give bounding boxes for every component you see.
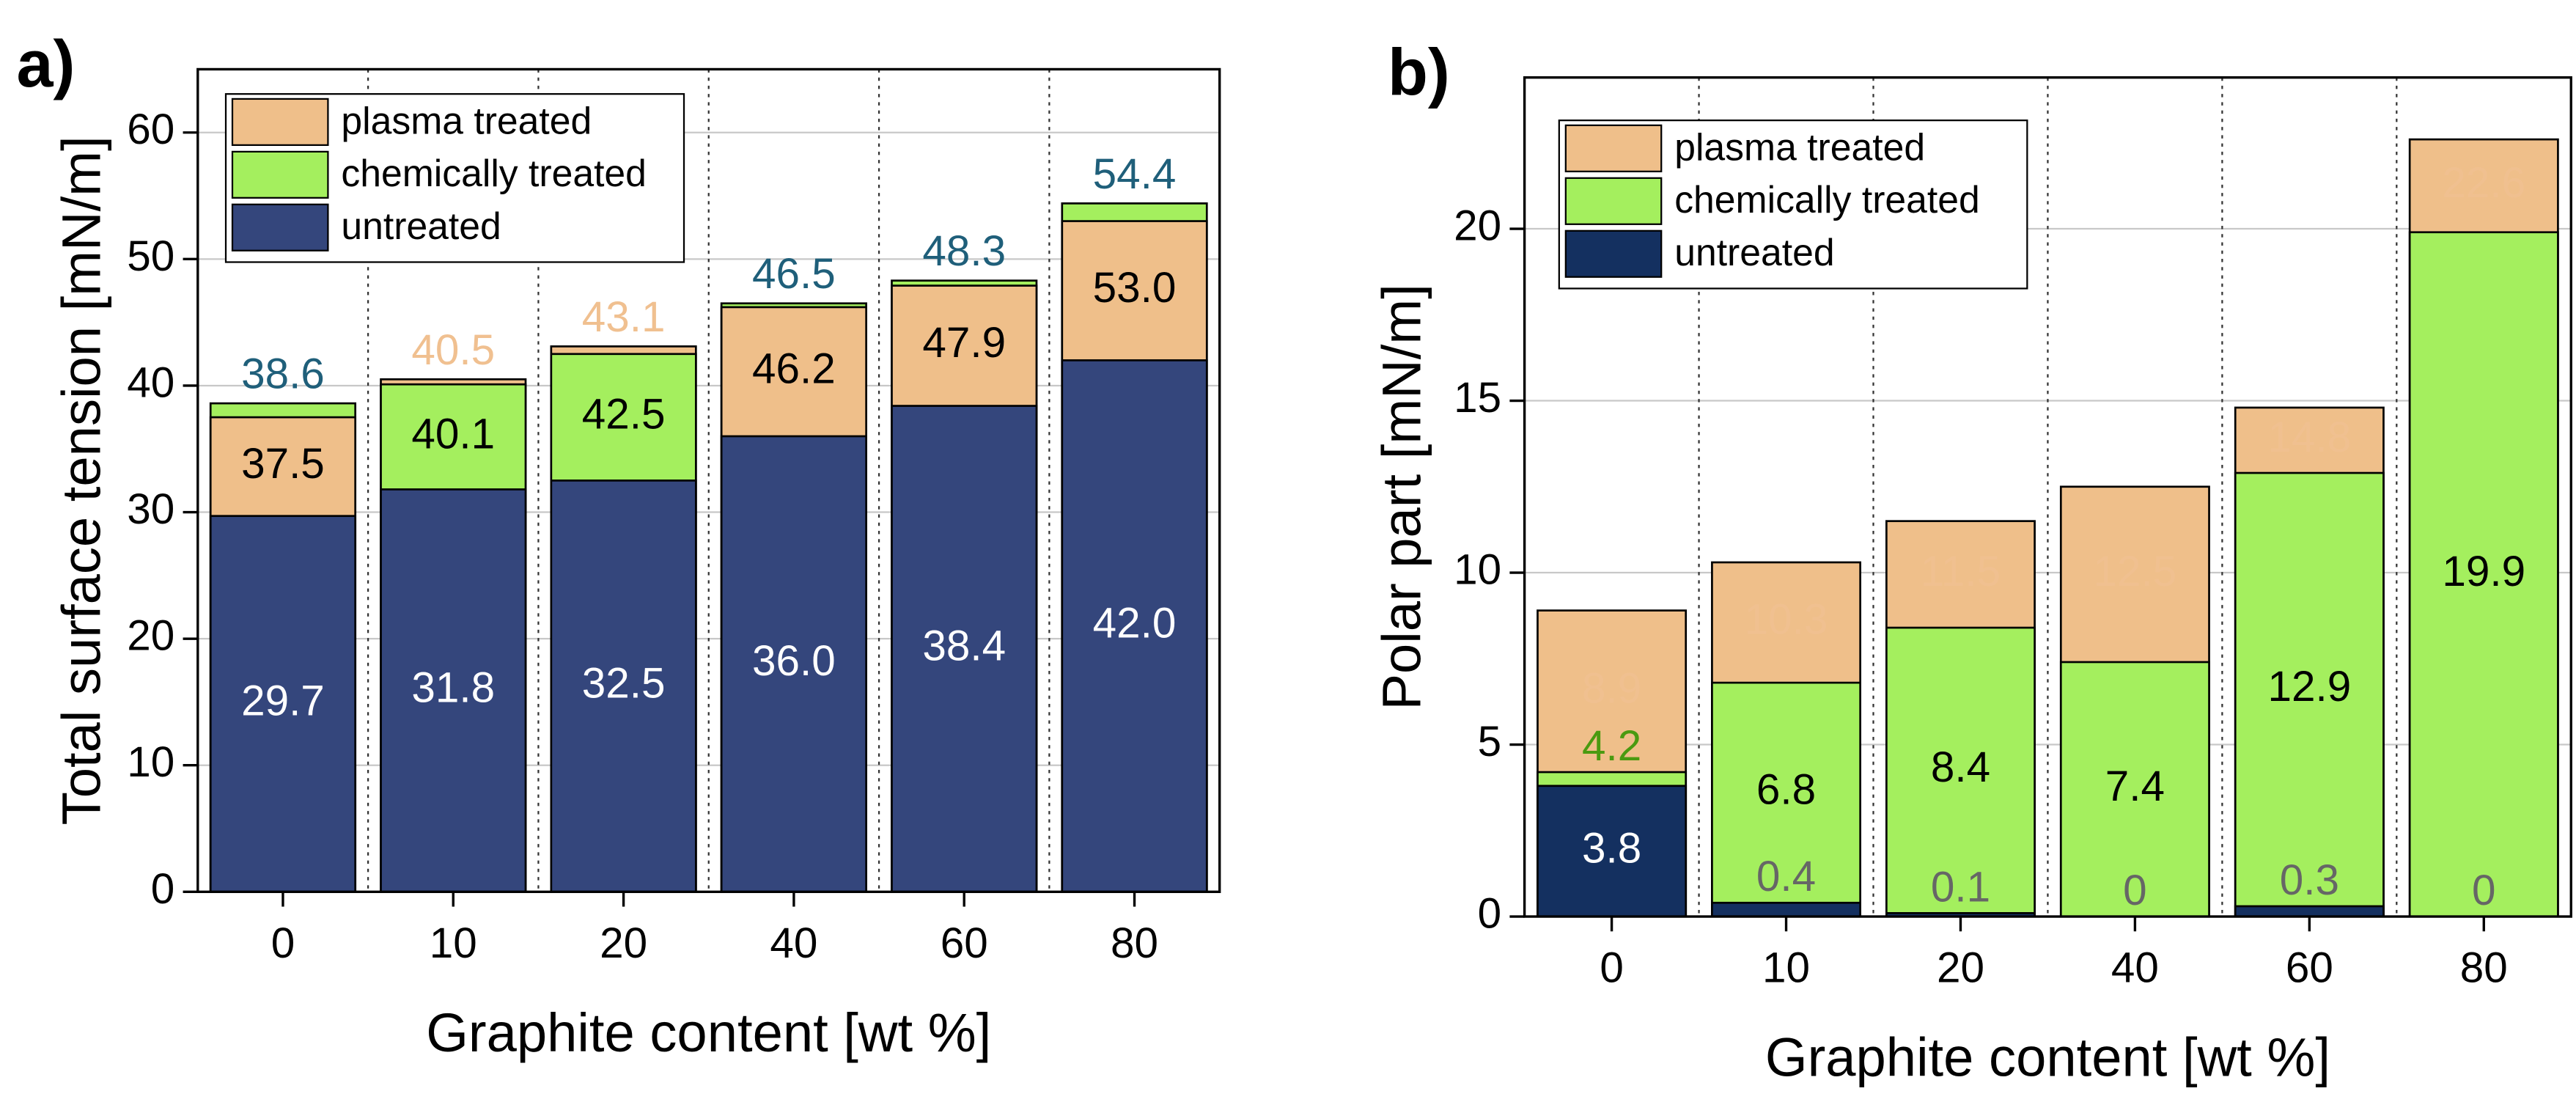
y-tick-label: 50 — [127, 232, 174, 280]
value-label: 6.8 — [1756, 766, 1816, 814]
bar — [2234, 471, 2385, 918]
y-tick-label: 20 — [127, 612, 174, 660]
bar — [2408, 231, 2559, 918]
legend-label: untreated — [341, 205, 501, 247]
value-label: 42.0 — [1093, 599, 1177, 647]
value-label: 47.9 — [922, 319, 1006, 367]
value-label: 22.6 — [2442, 159, 2525, 207]
value-label: 8.9 — [1582, 664, 1641, 712]
x-axis-title: Graphite content [wt %] — [1765, 1026, 2330, 1087]
value-label: 38.6 — [241, 350, 325, 398]
value-label: 43.1 — [582, 293, 666, 341]
value-label: 29.7 — [241, 677, 325, 724]
y-tick-label: 10 — [1454, 546, 1501, 593]
x-axis-title: Graphite content [wt %] — [426, 1002, 991, 1063]
x-tick-label: 40 — [770, 919, 817, 967]
value-label: 36.0 — [752, 637, 836, 685]
bar — [550, 480, 697, 893]
legend-label: untreated — [1674, 231, 1834, 273]
value-label: 19.9 — [2442, 548, 2525, 595]
legend-label: plasma treated — [1674, 125, 1925, 168]
bar — [720, 435, 867, 893]
value-label: 53.0 — [1093, 264, 1177, 312]
bar — [2234, 905, 2385, 918]
plot-frame — [1523, 76, 2572, 918]
bar — [1061, 359, 1208, 893]
value-label: 0.1 — [1931, 863, 1990, 911]
legend-swatch — [1564, 229, 1663, 278]
y-tick-label: 10 — [127, 738, 174, 786]
y-axis-title: Total surface tension [mN/m] — [51, 136, 112, 825]
value-label: 40.5 — [411, 326, 495, 374]
value-label: 12.5 — [2094, 548, 2177, 595]
value-label: 31.8 — [411, 664, 495, 711]
value-label: 10.3 — [1745, 595, 1828, 643]
legend-swatch — [1564, 124, 1663, 172]
value-label: 42.5 — [582, 391, 666, 438]
x-tick-label: 10 — [1762, 944, 1810, 992]
x-tick-label: 60 — [2286, 944, 2333, 992]
bar — [380, 488, 527, 893]
x-tick-label: 20 — [1937, 944, 1984, 992]
bar — [209, 515, 357, 893]
legend-swatch — [1564, 177, 1663, 225]
panel-label: a) — [16, 28, 75, 101]
x-tick-label: 80 — [2460, 944, 2508, 992]
value-label: 11.5 — [1921, 548, 2001, 595]
legend-label: chemically treated — [341, 152, 647, 194]
y-tick-label: 0 — [151, 865, 175, 913]
y-tick-label: 30 — [127, 485, 174, 533]
value-label: 0.3 — [2280, 856, 2339, 904]
legend-swatch — [231, 203, 329, 251]
x-tick-label: 0 — [1600, 944, 1624, 992]
value-label: 37.5 — [241, 440, 325, 488]
y-tick-label: 15 — [1454, 374, 1501, 422]
x-tick-label: 60 — [941, 919, 988, 967]
bar — [1711, 901, 1862, 918]
x-tick-label: 0 — [271, 919, 295, 967]
y-tick-label: 60 — [127, 106, 174, 153]
x-tick-label: 10 — [430, 919, 477, 967]
x-tick-label: 20 — [600, 919, 647, 967]
value-label: 46.5 — [752, 250, 836, 298]
value-label: 0.4 — [1756, 853, 1816, 900]
y-axis-title: Polar part [mN/m] — [1371, 284, 1432, 710]
value-label: 48.3 — [922, 227, 1006, 275]
bar — [891, 405, 1038, 893]
bar — [2059, 661, 2210, 918]
value-label: 3.8 — [1582, 824, 1641, 872]
value-label: 7.4 — [2105, 763, 2165, 810]
legend-swatch — [231, 98, 329, 146]
value-label: 0 — [2123, 867, 2147, 914]
x-tick-label: 80 — [1111, 919, 1158, 967]
legend-label: plasma treated — [341, 99, 592, 142]
plot-frame — [196, 67, 1221, 894]
y-tick-label: 20 — [1454, 202, 1501, 249]
value-label: 38.4 — [922, 622, 1006, 669]
bar — [1711, 681, 1862, 918]
panel-label: b) — [1388, 36, 1450, 109]
y-tick-label: 5 — [1478, 718, 1502, 765]
value-label: 46.2 — [752, 345, 836, 392]
value-label: 40.1 — [411, 410, 495, 458]
y-tick-label: 40 — [127, 359, 174, 406]
value-label: 4.2 — [1582, 722, 1641, 770]
value-label: 54.4 — [1093, 150, 1177, 198]
value-label: 0 — [2472, 867, 2496, 914]
legend-swatch — [231, 150, 329, 199]
x-tick-label: 40 — [2111, 944, 2159, 992]
value-label: 8.4 — [1931, 743, 1990, 791]
value-label: 12.9 — [2267, 663, 2351, 710]
value-label: 14.8 — [2267, 414, 2351, 461]
y-tick-label: 0 — [1478, 889, 1502, 937]
value-label: 32.5 — [582, 659, 666, 707]
legend-label: chemically treated — [1674, 178, 1980, 221]
